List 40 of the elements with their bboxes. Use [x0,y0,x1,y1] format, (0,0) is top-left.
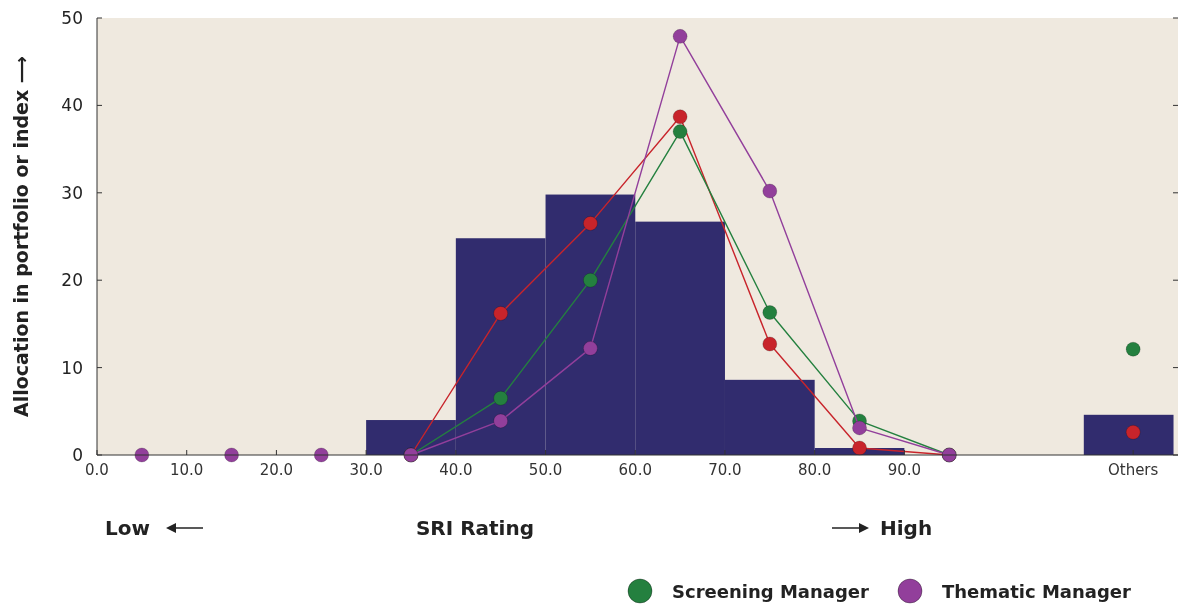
point [1125,424,1141,440]
x-tick-label: 20.0 [259,461,294,479]
point [672,29,688,44]
point [762,305,778,320]
x-tick-label: 40.0 [439,461,473,479]
y-tick-label: 30 [61,182,83,203]
x-tick-label: 30.0 [349,461,383,479]
legend-label: Thematic Manager [942,581,1132,602]
point [493,390,508,406]
point [762,336,778,352]
point [852,440,867,456]
y-tick-label: 40 [61,95,83,116]
point [493,306,508,321]
point [134,447,150,463]
x-tick-label: 10.0 [170,461,204,479]
y-tick-label: 20 [61,270,83,291]
point [1125,341,1141,357]
x-tick-label: 90.0 [887,461,922,479]
point [672,124,688,139]
point [583,272,598,288]
y-tick-label: 0 [72,445,83,465]
x-tick-label: 0.0 [85,461,109,479]
x-tick-label: 60.0 [618,461,652,479]
point [493,413,508,429]
point [852,420,867,436]
text: High [880,516,933,540]
x-tick-label: 70.0 [708,461,742,479]
y-axis-title: Allocation in portfolio or index ⟶ [10,55,32,418]
legend-label: Screening Manager [672,581,869,602]
x-axis-title: SRI Rating [415,516,535,540]
x-tick-label: 50.0 [528,461,563,479]
x-tick-label: 80.0 [797,461,832,479]
point [583,216,598,231]
x-tick-label: Others [1107,461,1159,479]
text: Low [105,516,150,540]
point [672,109,688,125]
y-tick-label: 10 [61,357,83,378]
point [583,341,598,356]
y-tick-label: 50 [61,8,83,28]
point [762,183,778,199]
